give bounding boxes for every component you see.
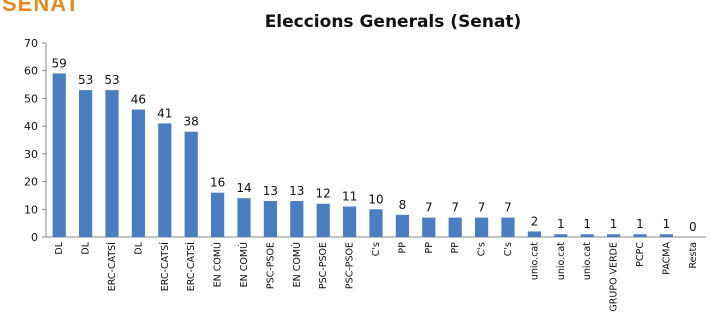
x-category-label: PP (424, 242, 435, 254)
bar (527, 231, 541, 237)
y-tick-label: 0 (31, 231, 38, 244)
x-category-label: ERC-CATSÍ (106, 242, 118, 291)
data-label: 1 (663, 217, 671, 231)
x-category-label: C's (503, 242, 514, 256)
bar (131, 109, 145, 237)
bar (580, 234, 594, 237)
x-category-label: EN COMÚ (291, 242, 303, 287)
bar (422, 217, 436, 237)
y-tick-label: 20 (24, 176, 38, 189)
data-label: 53 (78, 73, 93, 87)
bar (158, 123, 172, 237)
bar (369, 209, 383, 237)
data-label: 1 (557, 217, 565, 231)
x-category-label: EN COMÚ (212, 242, 224, 287)
x-category-label: unio.cat (529, 242, 540, 280)
x-category-label: ERC-CATSÍ (185, 242, 197, 291)
data-label: 1 (636, 217, 644, 231)
data-label: 38 (184, 115, 199, 129)
x-category-label: C's (477, 242, 488, 256)
data-label: 11 (342, 190, 357, 204)
data-label: 16 (210, 176, 225, 190)
data-label: 7 (425, 201, 433, 215)
data-label: 13 (289, 184, 304, 198)
x-category-label: PACMA (661, 242, 672, 275)
x-category-label: unio.cat (556, 242, 567, 280)
data-label: 59 (52, 56, 67, 70)
bar (554, 234, 568, 237)
data-label: 1 (610, 217, 618, 231)
x-category-label: DL (133, 241, 144, 254)
x-category-label: DL (54, 241, 65, 254)
bar (52, 73, 66, 237)
bar (290, 200, 304, 237)
data-label: 10 (368, 192, 383, 206)
bar (316, 203, 330, 237)
bar (263, 200, 277, 237)
y-tick-label: 70 (24, 37, 38, 50)
bar (237, 198, 251, 237)
bar (184, 131, 198, 237)
data-label: 7 (504, 201, 512, 215)
x-category-label: ERC-CATSÍ (159, 242, 171, 291)
x-category-label: PP (450, 242, 461, 254)
x-category-label: PSC-PSOE (345, 242, 356, 289)
data-label: 41 (157, 106, 172, 120)
data-label: 7 (478, 201, 486, 215)
bar (633, 234, 647, 237)
x-category-label: DL (81, 241, 92, 254)
x-category-label: unio.cat (582, 242, 593, 280)
y-tick-label: 50 (24, 92, 38, 105)
data-label: 46 (131, 93, 146, 107)
bar (395, 214, 409, 237)
bar (501, 217, 515, 237)
data-label: 0 (689, 220, 697, 234)
x-category-label: PCPC (635, 242, 646, 267)
data-label: 13 (263, 184, 278, 198)
y-tick-label: 30 (24, 148, 38, 161)
y-tick-label: 10 (24, 203, 38, 216)
data-label: 12 (316, 187, 331, 201)
x-category-label: Resta (688, 242, 699, 269)
bar (343, 206, 357, 237)
data-label: 1 (583, 217, 591, 231)
y-tick-label: 40 (24, 120, 38, 133)
page-header-label: SENAT (2, 0, 80, 16)
chart-title: Eleccions Generals (Senat) (265, 12, 522, 32)
bar (659, 234, 673, 237)
bar (211, 192, 225, 237)
bar (105, 90, 119, 237)
data-label: 7 (451, 201, 459, 215)
x-category-label: PP (397, 242, 408, 254)
bar (79, 90, 93, 237)
data-label: 2 (531, 214, 539, 228)
y-tick-label: 60 (24, 65, 38, 78)
bar (448, 217, 462, 237)
data-label: 53 (104, 73, 119, 87)
x-category-label: PSC-PSOE (265, 242, 276, 289)
bar (475, 217, 489, 237)
bar (607, 234, 621, 237)
data-label: 8 (399, 198, 407, 212)
x-category-label: C's (371, 242, 382, 256)
data-label: 14 (236, 181, 251, 195)
x-category-label: EN COMÚ (238, 242, 250, 287)
x-category-label: PSC-PSOE (318, 242, 329, 289)
x-category-label: GRUPO VERDE (609, 242, 620, 312)
